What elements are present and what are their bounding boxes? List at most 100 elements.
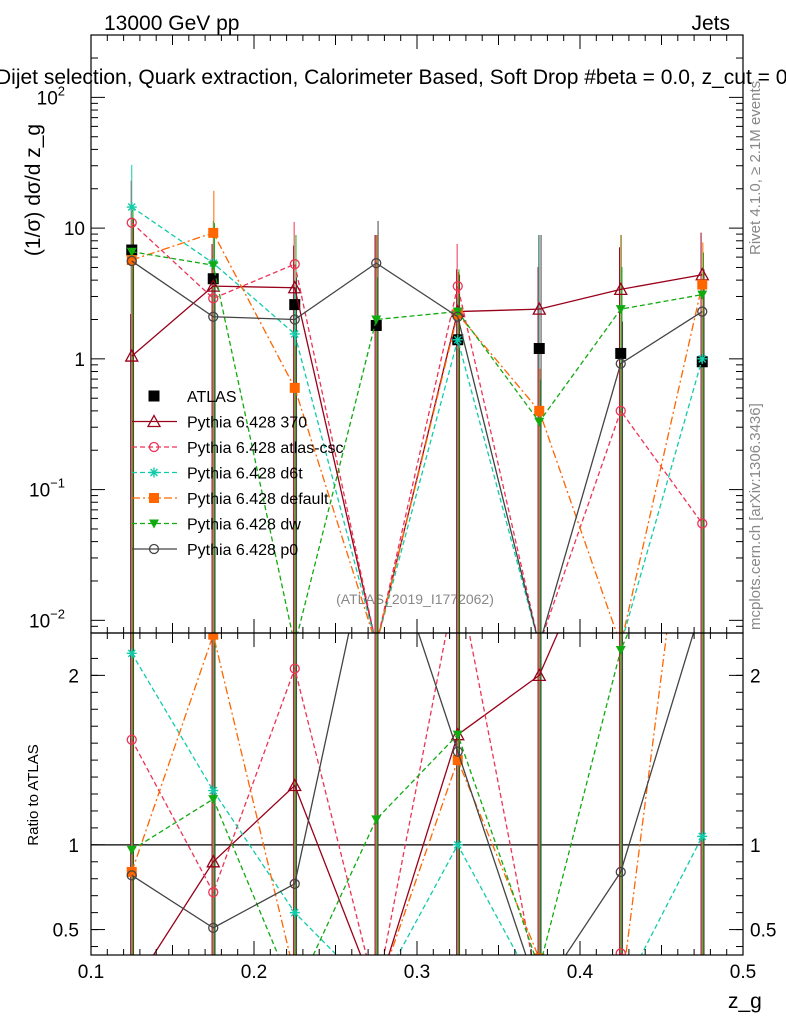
legend-label: Pythia 6.428 370 <box>187 415 307 432</box>
series-line-pythia-6-428-default <box>131 232 703 633</box>
data-point-pythia-6-428-p0 <box>126 255 137 267</box>
process-label: Jets <box>691 12 730 35</box>
data-point-pythia-6-428-atlas-csc <box>697 518 708 529</box>
series-line-pythia-6-428-370 <box>131 274 703 633</box>
ratio-point-pythia-6-428-370 <box>287 778 302 792</box>
data-point-pythia-6-428-370 <box>613 282 628 296</box>
ratio-point-pythia-6-428-370 <box>696 229 708 240</box>
ratio-point-pythia-6-428-dw <box>452 730 463 740</box>
ratio-panel-content <box>91 229 743 1009</box>
ratio-point-pythia-6-428-default <box>452 755 463 766</box>
ratio-point-pythia-6-428-dw <box>208 795 219 805</box>
y-tick-label: 10−2 <box>29 606 65 632</box>
ratio-point-pythia-6-428-atlas-csc <box>698 1000 707 1009</box>
legend-label: Pythia 6.428 default <box>187 491 329 508</box>
main-y-axis-label: (1/σ) dσ/d z_g <box>22 124 45 256</box>
data-point-pythia-6-428-default <box>289 382 300 393</box>
data-point-pythia-6-428-p0 <box>289 314 300 325</box>
data-point-atlas <box>533 343 545 355</box>
x-tick-label: 0.5 <box>730 962 756 983</box>
ratio-tick-label: 2 <box>68 666 79 687</box>
ratio-frame <box>90 632 744 956</box>
data-point-pythia-6-428-default <box>126 255 137 266</box>
legend-label: ATLAS <box>187 389 237 406</box>
data-point-pythia-6-428-d6t <box>126 202 137 213</box>
ratio-tick-label: 1 <box>68 836 79 857</box>
legend-marker <box>149 467 159 478</box>
legend-label: Pythia 6.428 p0 <box>187 542 298 559</box>
legend-marker <box>148 390 160 402</box>
data-point-pythia-6-428-dw <box>208 261 219 271</box>
data-point-atlas <box>615 347 627 359</box>
ratio-point-pythia-6-428-p0 <box>615 866 626 878</box>
legend-label: Pythia 6.428 d6t <box>187 466 303 483</box>
ratio-point-pythia-6-428-p0 <box>452 746 463 757</box>
x-tick-label: 0.3 <box>404 962 430 983</box>
series-line-pythia-6-428-atlas-csc <box>131 222 703 633</box>
legend-marker <box>149 493 159 503</box>
ratio-point-pythia-6-428-atlas-csc <box>289 663 300 674</box>
ratio-point-pythia-6-428-atlas-csc <box>208 887 219 898</box>
data-point-pythia-6-428-d6t <box>452 334 463 345</box>
ratio-point-pythia-6-428-d6t <box>289 907 300 918</box>
data-point-pythia-6-428-370 <box>206 278 221 292</box>
legend-marker <box>149 519 159 529</box>
x-tick-label: 0.1 <box>78 962 104 983</box>
data-point-pythia-6-428-atlas-csc <box>126 217 137 228</box>
data-point-pythia-6-428-p0 <box>371 257 382 269</box>
legend: ATLAS Pythia 6.428 370 Pythia 6.428 atlas-… <box>132 389 344 559</box>
x-axis-label: z_g <box>728 990 762 1013</box>
data-point-pythia-6-428-default <box>697 279 708 290</box>
ratio-point-pythia-6-428-default <box>208 633 219 640</box>
ratio-line-pythia-6-428-d6t <box>131 653 703 955</box>
data-point-pythia-6-428-d6t <box>697 353 708 364</box>
ratio-point-pythia-6-428-370 <box>126 983 138 994</box>
data-point-pythia-6-428-370 <box>695 267 710 281</box>
y-tick-label: 10−1 <box>29 476 65 502</box>
axes: 10−2 10−1 1 10 102 0.5 0.5 1 1 2 2 0.1 0.2 0.3 0.4 0.5 <box>29 34 776 983</box>
data-point-pythia-6-428-default <box>208 227 219 238</box>
data-point-pythia-6-428-default <box>534 405 545 416</box>
legend-marker <box>148 441 160 453</box>
main-panel-content <box>124 164 710 633</box>
data-point-pythia-6-428-dw <box>534 417 545 427</box>
series-line-pythia-6-428-p0 <box>131 260 703 633</box>
data-point-atlas <box>289 299 301 311</box>
ratio-point-pythia-6-428-dw <box>126 845 137 855</box>
ratio-point-pythia-6-428-default <box>290 970 300 980</box>
ratio-line-pythia-6-428-atlas-csc <box>131 633 625 955</box>
y-tick-label: 1 <box>74 350 85 371</box>
rivet-version: Rivet 4.1.0, ≥ 2.1M events <box>747 81 764 255</box>
legend-label: Pythia 6.428 dw <box>187 517 301 534</box>
mcplots-reference: mcplots.cern.ch [arXiv:1306.3436] <box>747 403 764 630</box>
ratio-line-pythia-6-428-default <box>131 633 668 955</box>
ratio-point-pythia-6-428-d6t <box>452 839 463 850</box>
ratio-point-pythia-6-428-dw <box>534 965 544 974</box>
ratio-point-pythia-6-428-d6t <box>697 831 708 842</box>
ratio-point-pythia-6-428-p0 <box>126 870 137 881</box>
ratio-point-pythia-6-428-atlas-csc <box>615 948 626 955</box>
x-tick-label: 0.4 <box>567 962 594 983</box>
data-point-pythia-6-428-atlas-csc <box>615 405 626 417</box>
ratio-tick-label-right: 1 <box>750 836 761 857</box>
ratio-point-pythia-6-428-dw <box>615 645 626 655</box>
chart-title: Dijet selection, Quark extraction, Calor… <box>0 66 786 89</box>
ratio-y-axis-label: Ratio to ATLAS <box>25 744 42 845</box>
data-point-pythia-6-428-d6t <box>289 328 300 339</box>
ratio-point-pythia-6-428-default <box>534 953 545 955</box>
ratio-line-pythia-6-428-dw <box>131 633 629 955</box>
data-point-atlas <box>207 273 219 285</box>
y-tick-label: 10 <box>64 219 85 240</box>
ratio-point-pythia-6-428-atlas-csc <box>126 734 137 745</box>
ratio-line-pythia-6-428-p0 <box>131 633 695 955</box>
ratio-line-pythia-6-428-370 <box>152 633 559 955</box>
ratio-point-pythia-6-428-p0 <box>208 922 219 934</box>
series-line-pythia-6-428-dw <box>131 251 703 633</box>
energy-label: 13000 GeV pp <box>104 12 239 35</box>
ratio-point-pythia-6-428-p0 <box>289 878 300 889</box>
data-point-pythia-6-428-dw <box>615 305 626 315</box>
legend-marker <box>148 543 160 555</box>
series-line-pythia-6-428-d6t <box>131 206 703 633</box>
data-point-pythia-6-428-p0 <box>452 311 463 322</box>
